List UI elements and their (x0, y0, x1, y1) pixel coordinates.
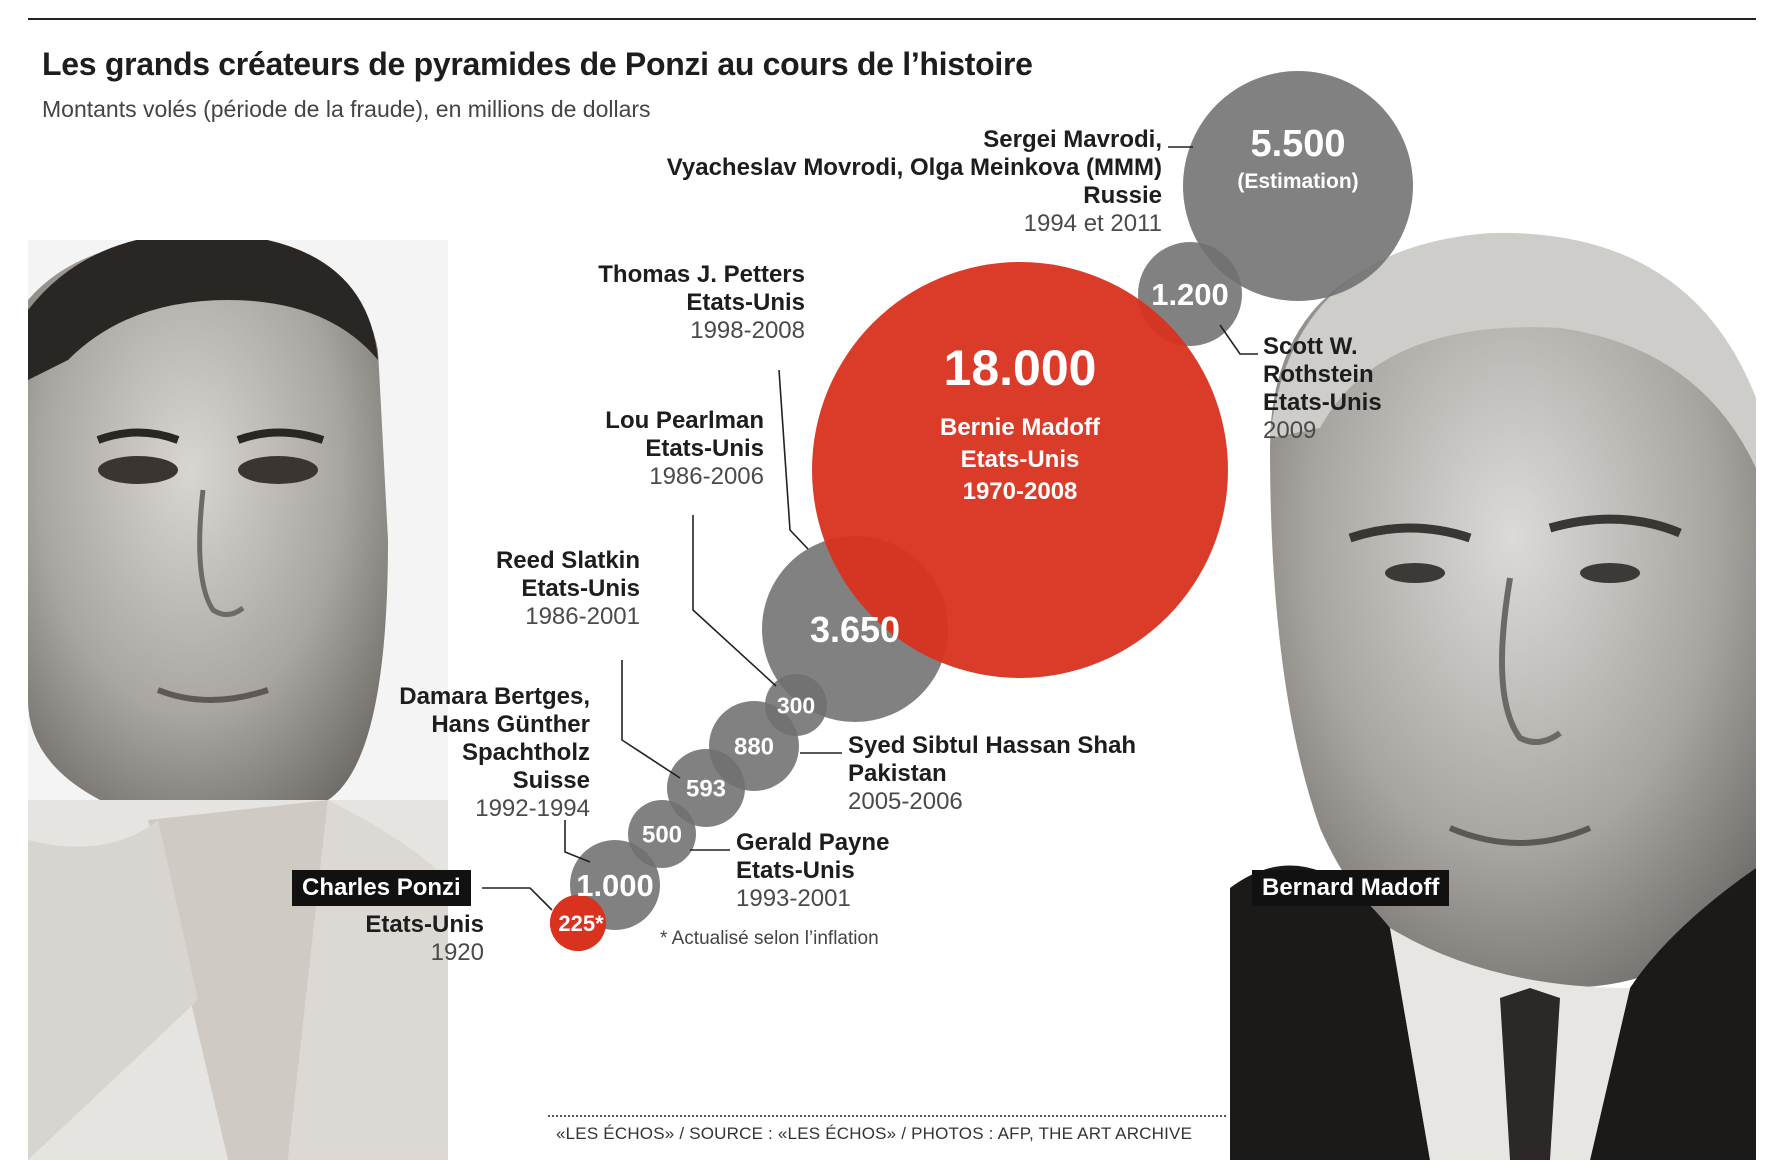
tag-bernard-madoff: Bernard Madoff (1252, 870, 1450, 906)
bubble-value-2: 500 (642, 822, 682, 849)
leader-line-5 (692, 515, 777, 687)
bubble-value-4: 880 (734, 734, 774, 761)
chart-title: Les grands créateurs de pyramides de Pon… (42, 46, 1033, 82)
label-period-5: 1986-2006 (649, 463, 764, 490)
portrait-charles-ponzi (28, 240, 448, 1160)
label-period-4: 2005-2006 (848, 788, 963, 815)
source-divider (548, 1115, 1226, 1117)
label-name-8-0: Scott W. (1263, 333, 1358, 360)
label-name-8-1: Rothstein (1263, 361, 1374, 388)
bubble-name-madoff: Bernie Madoff (940, 414, 1101, 441)
leader-line-1 (564, 820, 591, 863)
label-name-5-0: Lou Pearlman (605, 407, 764, 434)
label-period-9: 1994 et 2011 (1024, 210, 1162, 237)
label-name-1-2: Spachtholz (462, 739, 590, 766)
label-period-1: 1992-1994 (475, 795, 590, 822)
leader-line-ponzi (482, 887, 553, 911)
label-country-2: Etats-Unis (736, 857, 855, 884)
label-name-3-0: Reed Slatkin (496, 547, 640, 574)
label-period-3: 1986-2001 (525, 603, 640, 630)
bubble-value-0: 225* (558, 911, 604, 936)
footnote: * Actualisé selon l’inflation (660, 928, 879, 949)
label-country-8: Etats-Unis (1263, 389, 1382, 416)
bubble-7 (812, 262, 1228, 678)
bubble-9 (1183, 71, 1413, 301)
bubble-value-3: 593 (686, 776, 726, 803)
label-period-6: 1998-2008 (690, 317, 805, 344)
label-name-1-0: Damara Bertges, (399, 683, 590, 710)
label-period-ponzi: 1920 (431, 939, 484, 966)
label-country-6: Etats-Unis (686, 289, 805, 316)
bubble-value-1: 1.000 (576, 868, 654, 903)
label-name-1-1: Hans Günther (431, 711, 590, 738)
portrait-bernard-madoff (1230, 228, 1756, 1160)
source-credit: «LES ÉCHOS» / SOURCE : «LES ÉCHOS» / PHO… (556, 1124, 1193, 1143)
label-country-5: Etats-Unis (645, 435, 764, 462)
bubble-ponzi-top (550, 895, 606, 951)
label-name-2-0: Gerald Payne (736, 829, 889, 856)
bubble-value-6: 3.650 (810, 609, 900, 650)
leader-line-6 (778, 369, 809, 550)
label-country-9: Russie (1083, 182, 1162, 209)
label-country-3: Etats-Unis (521, 575, 640, 602)
bubble-value-8: 1.200 (1151, 277, 1229, 312)
label-name-6-0: Thomas J. Petters (598, 261, 805, 288)
label-period-2: 1993-2001 (736, 885, 851, 912)
label-name-9-0: Sergei Mavrodi, (983, 126, 1162, 153)
bubble-period-madoff: 1970-2008 (963, 478, 1078, 505)
chart-subtitle: Montants volés (période de la fraude), e… (42, 96, 651, 122)
leader-line-3 (621, 660, 681, 779)
label-country-1: Suisse (513, 767, 590, 794)
label-name-9-1: Vyacheslav Movrodi, Olga Meinkova (MMM) (667, 154, 1162, 181)
label-country-4: Pakistan (848, 760, 947, 787)
bubble-value-5: 300 (777, 692, 815, 718)
top-rule (28, 18, 1756, 20)
bubble-note-mmm: (Estimation) (1237, 170, 1358, 193)
label-name-4-0: Syed Sibtul Hassan Shah (848, 732, 1136, 759)
leader-line-8 (1219, 324, 1258, 355)
tag-charles-ponzi: Charles Ponzi (292, 870, 471, 906)
bubble-2 (628, 800, 696, 868)
bubble-value-mmm: 5.500 (1250, 123, 1345, 165)
bubble-country-madoff: Etats-Unis (961, 446, 1080, 473)
bubble-value-madoff: 18.000 (944, 340, 1097, 396)
label-period-8: 2009 (1263, 417, 1316, 444)
label-country-ponzi: Etats-Unis (365, 911, 484, 938)
